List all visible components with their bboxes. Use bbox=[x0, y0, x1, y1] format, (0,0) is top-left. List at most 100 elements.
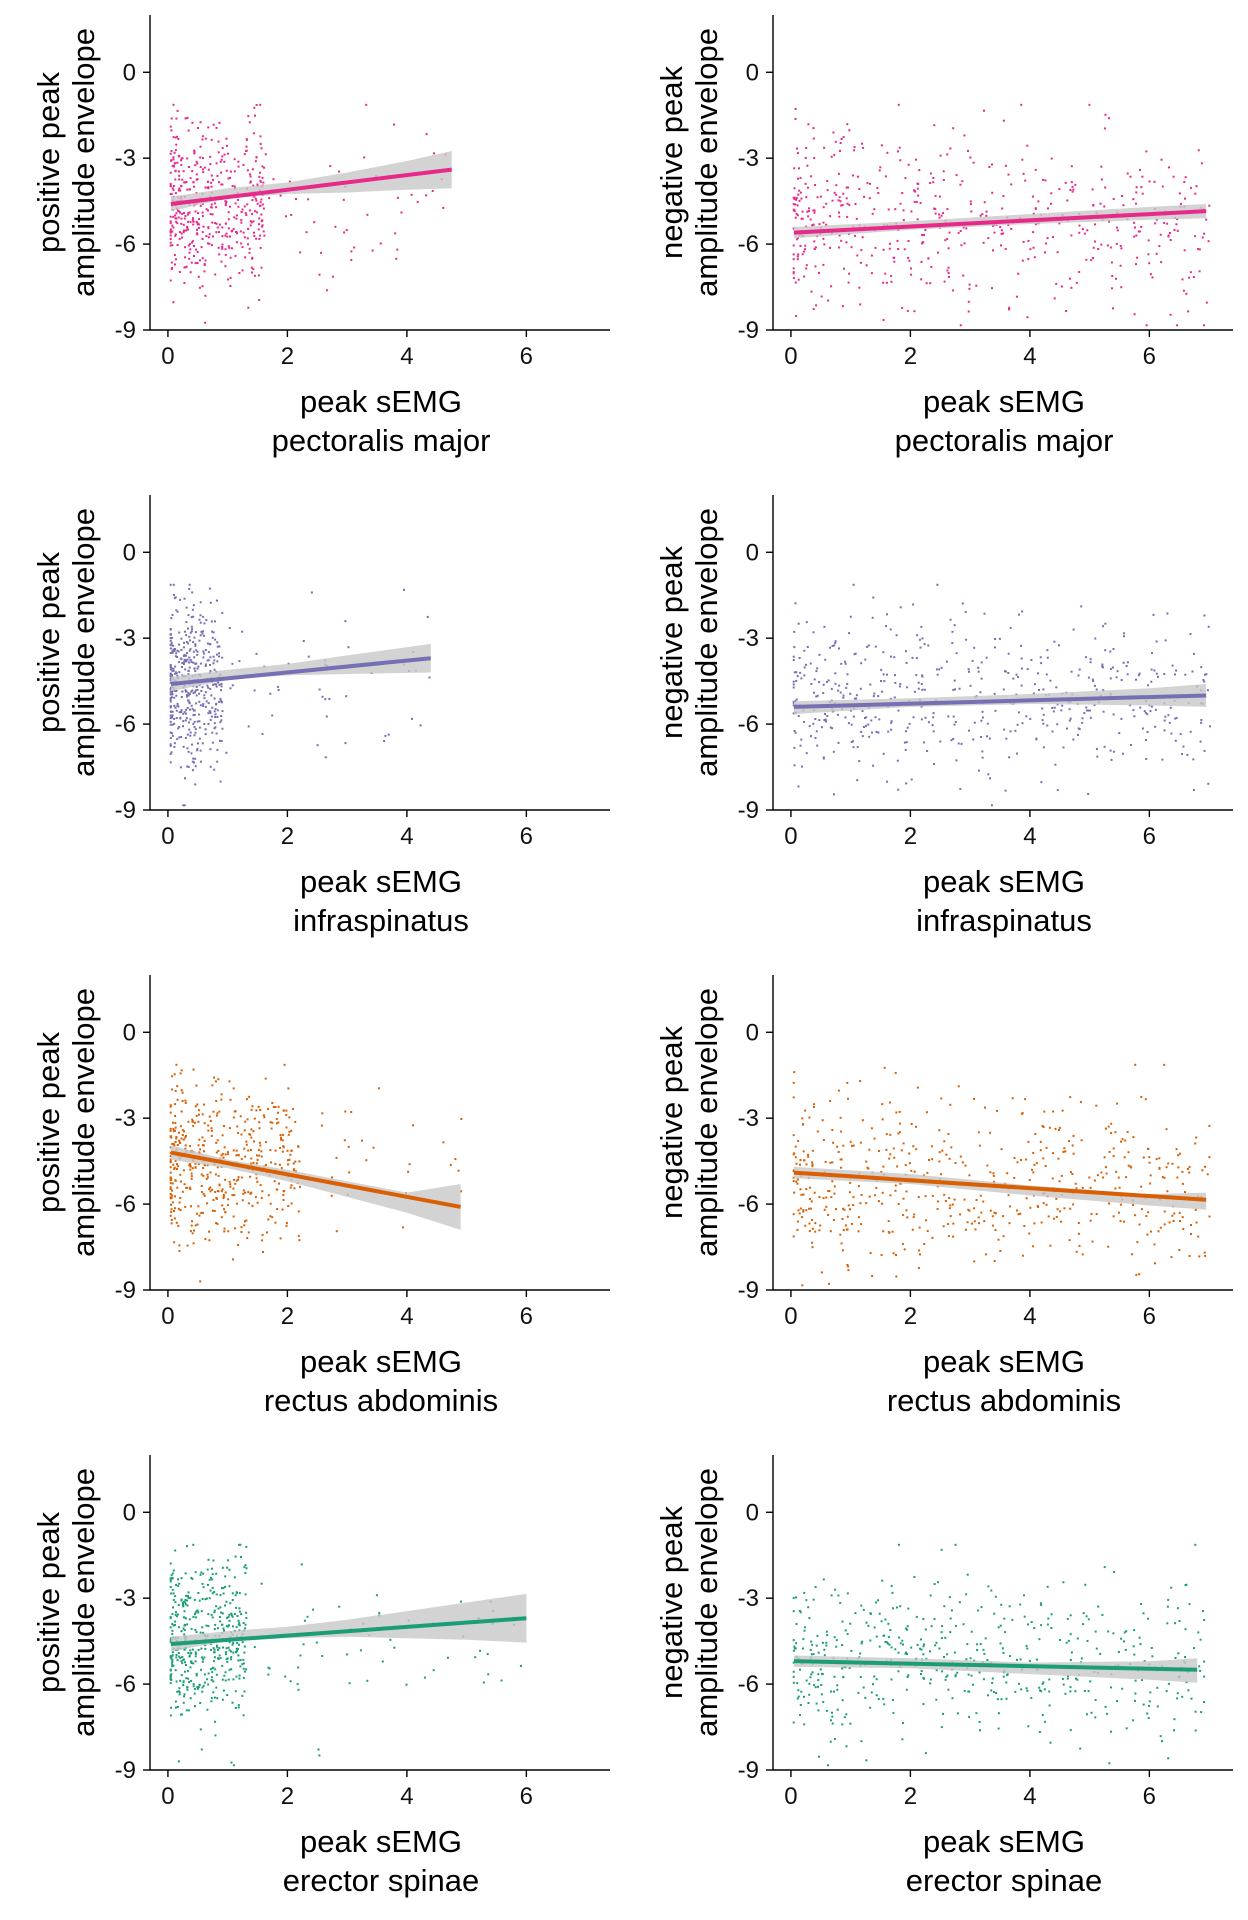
data-point bbox=[247, 115, 250, 118]
data-point bbox=[933, 207, 936, 210]
data-point bbox=[904, 1627, 907, 1630]
data-point bbox=[194, 1628, 197, 1631]
data-point bbox=[817, 1709, 820, 1712]
data-point bbox=[1116, 670, 1119, 673]
data-point bbox=[227, 1615, 230, 1618]
data-point bbox=[792, 1681, 795, 1684]
data-point bbox=[188, 251, 191, 254]
data-point bbox=[228, 1127, 231, 1130]
data-point bbox=[993, 231, 996, 234]
data-point bbox=[169, 1677, 172, 1680]
data-point bbox=[170, 710, 173, 713]
data-point bbox=[794, 700, 797, 703]
data-point bbox=[951, 630, 954, 633]
data-point bbox=[195, 702, 198, 705]
y-axis-label-line1: negative peak bbox=[654, 1025, 689, 1219]
data-point bbox=[812, 127, 815, 130]
data-point bbox=[253, 234, 256, 237]
data-point bbox=[246, 1118, 249, 1121]
data-point bbox=[847, 1097, 849, 1100]
data-point bbox=[235, 1154, 238, 1157]
data-point bbox=[1025, 1687, 1028, 1690]
data-point bbox=[871, 731, 873, 734]
data-point bbox=[944, 1636, 947, 1639]
data-point bbox=[792, 1721, 795, 1724]
data-point bbox=[971, 1683, 974, 1686]
data-point bbox=[860, 1223, 863, 1226]
data-point bbox=[191, 240, 194, 243]
data-point bbox=[849, 1722, 852, 1725]
data-point bbox=[207, 227, 210, 230]
data-point bbox=[1064, 1150, 1067, 1153]
data-point bbox=[793, 1152, 796, 1155]
data-point bbox=[193, 734, 196, 737]
data-point bbox=[1142, 1703, 1145, 1706]
y-tick-label: -9 bbox=[738, 797, 759, 824]
data-point bbox=[973, 1207, 976, 1210]
data-point bbox=[193, 713, 196, 716]
data-point bbox=[272, 1106, 275, 1108]
data-point bbox=[217, 1627, 219, 1630]
data-point bbox=[975, 1199, 978, 1201]
data-point bbox=[194, 1705, 196, 1708]
data-point bbox=[195, 662, 198, 665]
data-point bbox=[1208, 1124, 1211, 1127]
data-point bbox=[858, 1216, 860, 1219]
data-point bbox=[195, 1672, 198, 1675]
data-point bbox=[1112, 198, 1115, 200]
data-point bbox=[825, 720, 828, 723]
data-point bbox=[222, 1195, 225, 1198]
data-point bbox=[350, 1111, 353, 1113]
data-point bbox=[276, 1208, 279, 1210]
data-point bbox=[897, 1132, 900, 1135]
data-point bbox=[793, 630, 796, 633]
data-point bbox=[1089, 658, 1092, 661]
data-point bbox=[216, 1646, 219, 1649]
data-point bbox=[171, 690, 174, 693]
data-point bbox=[796, 1178, 799, 1181]
data-point bbox=[271, 1121, 274, 1124]
data-point bbox=[1090, 1212, 1093, 1215]
data-point bbox=[185, 708, 188, 711]
data-point bbox=[227, 1678, 230, 1681]
data-point bbox=[1158, 1157, 1161, 1160]
data-point bbox=[1125, 1176, 1128, 1179]
data-point bbox=[173, 742, 176, 745]
data-point bbox=[880, 144, 883, 147]
data-point bbox=[812, 1106, 815, 1108]
data-point bbox=[792, 1153, 795, 1156]
data-point bbox=[920, 1670, 923, 1672]
data-point bbox=[177, 1224, 180, 1227]
data-point bbox=[865, 724, 867, 727]
data-point bbox=[268, 1667, 271, 1670]
data-point bbox=[1195, 185, 1198, 188]
data-point bbox=[845, 241, 848, 244]
data-point bbox=[1068, 1140, 1070, 1143]
data-point bbox=[1134, 226, 1136, 229]
data-point bbox=[216, 660, 219, 663]
data-point bbox=[345, 695, 348, 698]
data-point bbox=[181, 1602, 184, 1604]
x-axis-label: peak sEMG bbox=[923, 1344, 1085, 1379]
data-point bbox=[998, 637, 1001, 640]
data-point bbox=[1165, 1690, 1168, 1693]
data-point bbox=[183, 1633, 186, 1636]
data-point bbox=[405, 1683, 408, 1686]
data-point bbox=[255, 237, 258, 240]
data-point bbox=[224, 1604, 226, 1607]
data-point bbox=[1141, 1679, 1143, 1681]
data-point bbox=[865, 1160, 868, 1163]
data-point bbox=[846, 202, 849, 205]
data-point bbox=[882, 319, 885, 321]
data-point bbox=[412, 1124, 414, 1127]
data-point bbox=[847, 186, 849, 189]
data-point bbox=[849, 692, 852, 695]
data-point bbox=[207, 126, 210, 129]
data-point bbox=[896, 1606, 898, 1609]
data-point bbox=[1033, 1163, 1036, 1166]
data-point bbox=[810, 290, 813, 293]
data-point bbox=[875, 731, 878, 733]
data-point bbox=[1045, 673, 1048, 676]
data-point bbox=[1094, 240, 1096, 243]
data-point bbox=[829, 1161, 832, 1164]
